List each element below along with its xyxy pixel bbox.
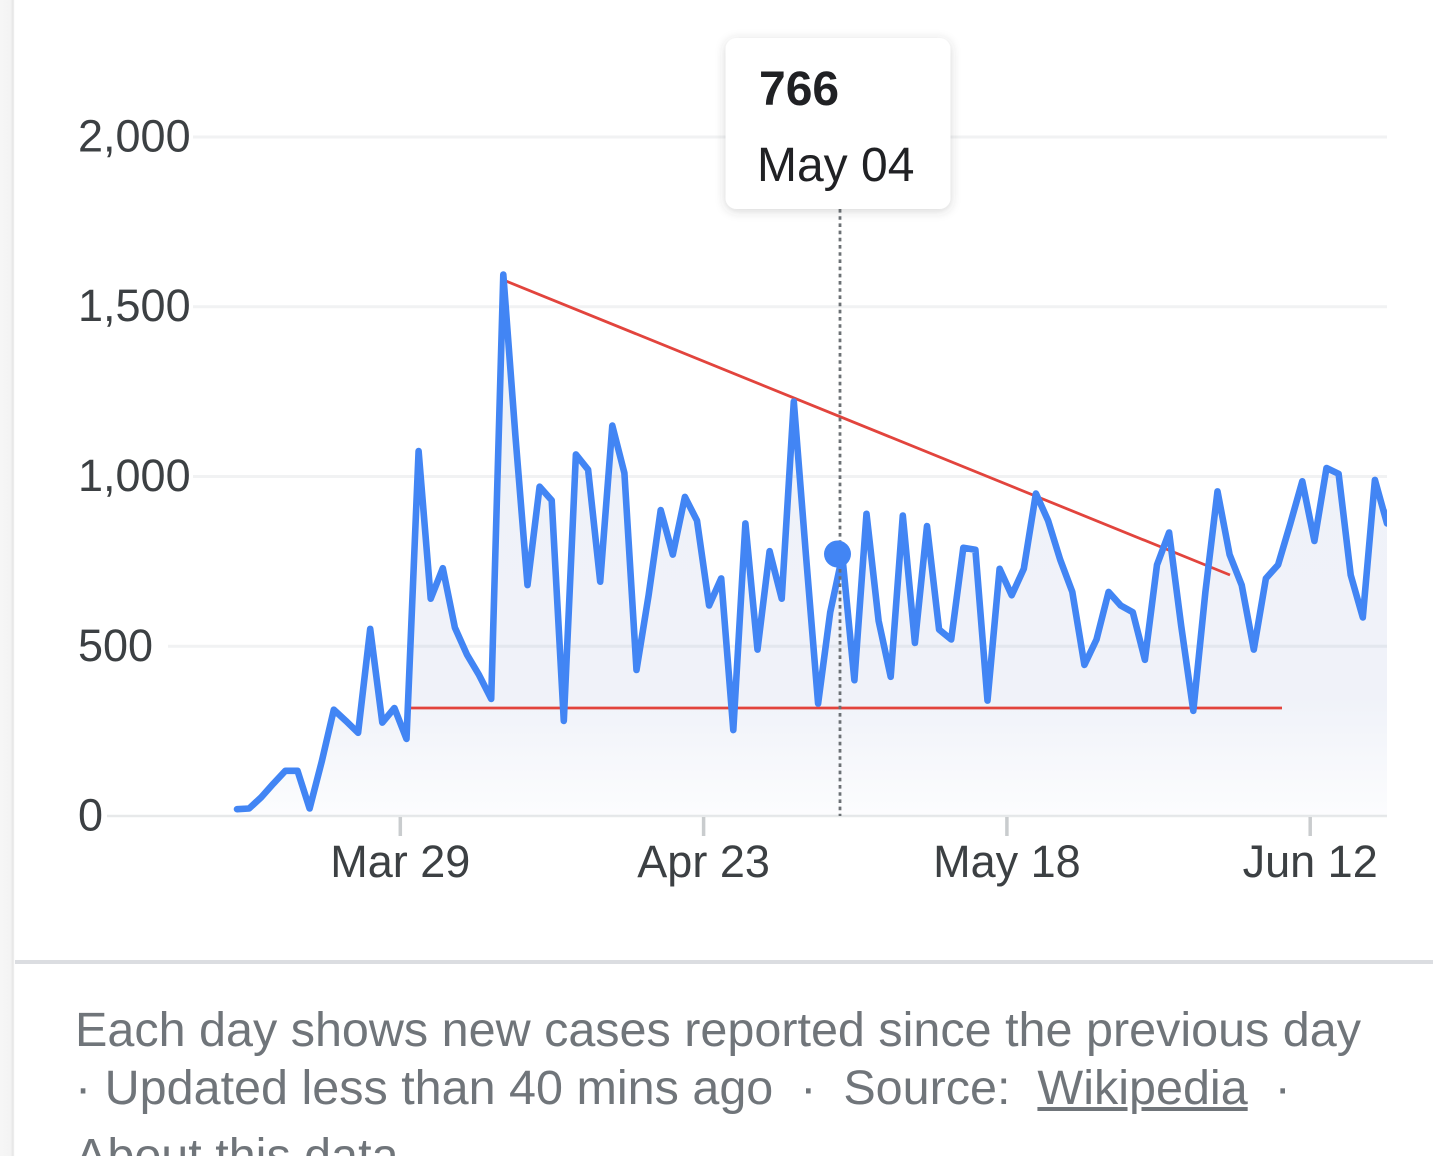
svg-text:Mar 29: Mar 29 [330, 836, 470, 887]
svg-text:2,000: 2,000 [78, 111, 191, 162]
svg-text:Jun 12: Jun 12 [1243, 836, 1378, 887]
svg-text:0: 0 [78, 790, 103, 841]
svg-text:Apr 23: Apr 23 [637, 836, 770, 887]
svg-text:1,500: 1,500 [78, 280, 191, 331]
svg-text:1,000: 1,000 [78, 450, 191, 501]
svg-text:May 04: May 04 [757, 139, 914, 192]
svg-text:May 18: May 18 [933, 836, 1081, 887]
svg-text:500: 500 [78, 620, 153, 671]
svg-text:766: 766 [759, 63, 839, 116]
